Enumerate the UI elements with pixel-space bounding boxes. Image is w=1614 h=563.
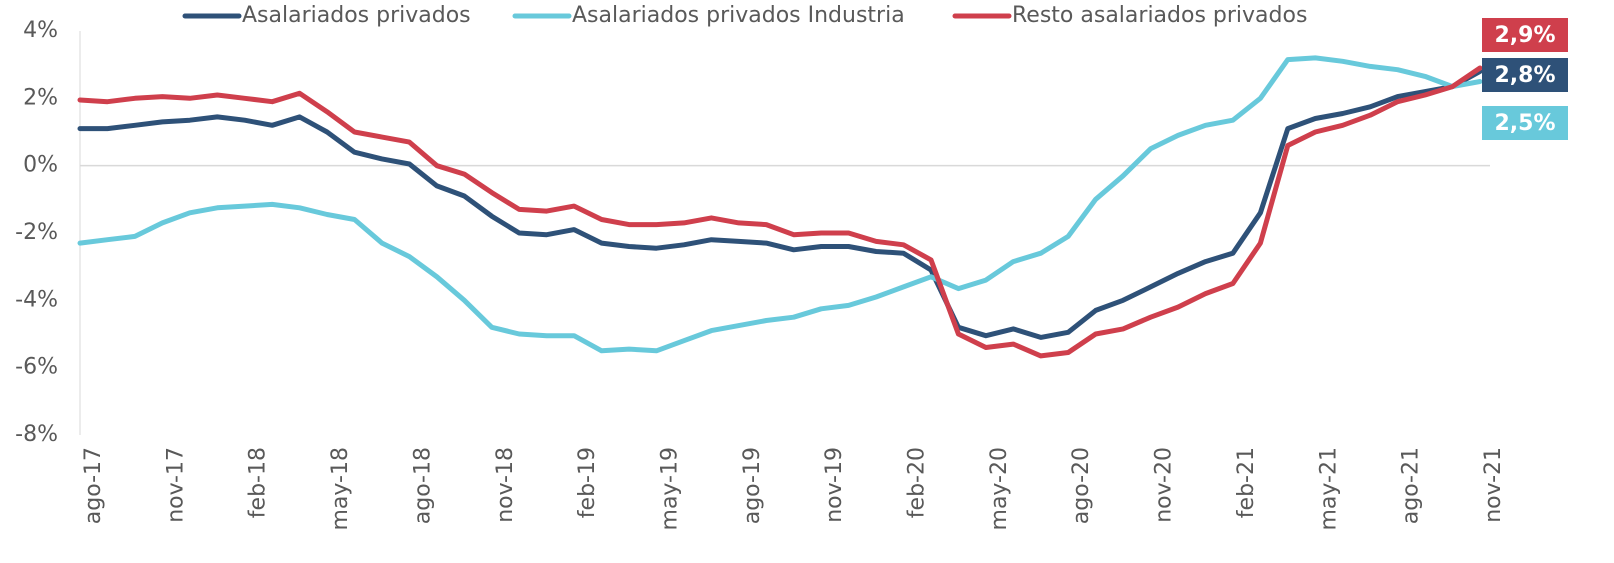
x-tick-label: may-18 [328,447,353,530]
x-tick-label: nov-17 [163,447,188,523]
y-tick-label: -8% [15,422,58,447]
legend-label: Asalariados privados Industria [572,3,905,28]
x-tick-label: nov-21 [1481,447,1506,523]
x-tick-label: feb-18 [246,447,271,518]
x-tick-label: may-19 [657,447,682,530]
x-tick-label: ago-20 [1069,447,1094,524]
y-tick-label: 2% [23,85,58,110]
end-label: 2,8% [1494,63,1555,88]
y-tick-label: 4% [23,18,58,43]
x-tick-label: feb-20 [905,447,930,518]
x-tick-label: may-21 [1316,447,1341,530]
x-tick-label: feb-19 [575,447,600,518]
end-label-box [1482,106,1568,140]
series-line [77,65,1483,359]
x-tick-label: feb-21 [1234,447,1259,518]
legend-label: Asalariados privados [242,3,471,28]
x-tick-label: nov-20 [1152,447,1177,523]
x-tick-label: nov-19 [822,447,847,523]
series-line [77,55,1483,354]
y-tick-label: -4% [15,287,58,312]
end-label-box [1482,58,1568,92]
x-tick-label: may-20 [987,447,1012,530]
x-tick-label: ago-21 [1399,447,1424,524]
x-tick-label: ago-19 [740,447,765,524]
legend-label: Resto asalariados privados [1012,3,1307,28]
y-tick-label: -2% [15,220,58,245]
end-label: 2,9% [1494,23,1555,48]
series-line [77,68,1483,340]
y-tick-label: 0% [23,153,58,178]
x-tick-label: ago-18 [410,447,435,524]
end-label: 2,5% [1494,111,1555,136]
end-label-box [1482,18,1568,52]
y-tick-label: -6% [15,355,58,380]
x-tick-label: nov-18 [493,447,518,523]
x-tick-label: ago-17 [81,447,106,524]
